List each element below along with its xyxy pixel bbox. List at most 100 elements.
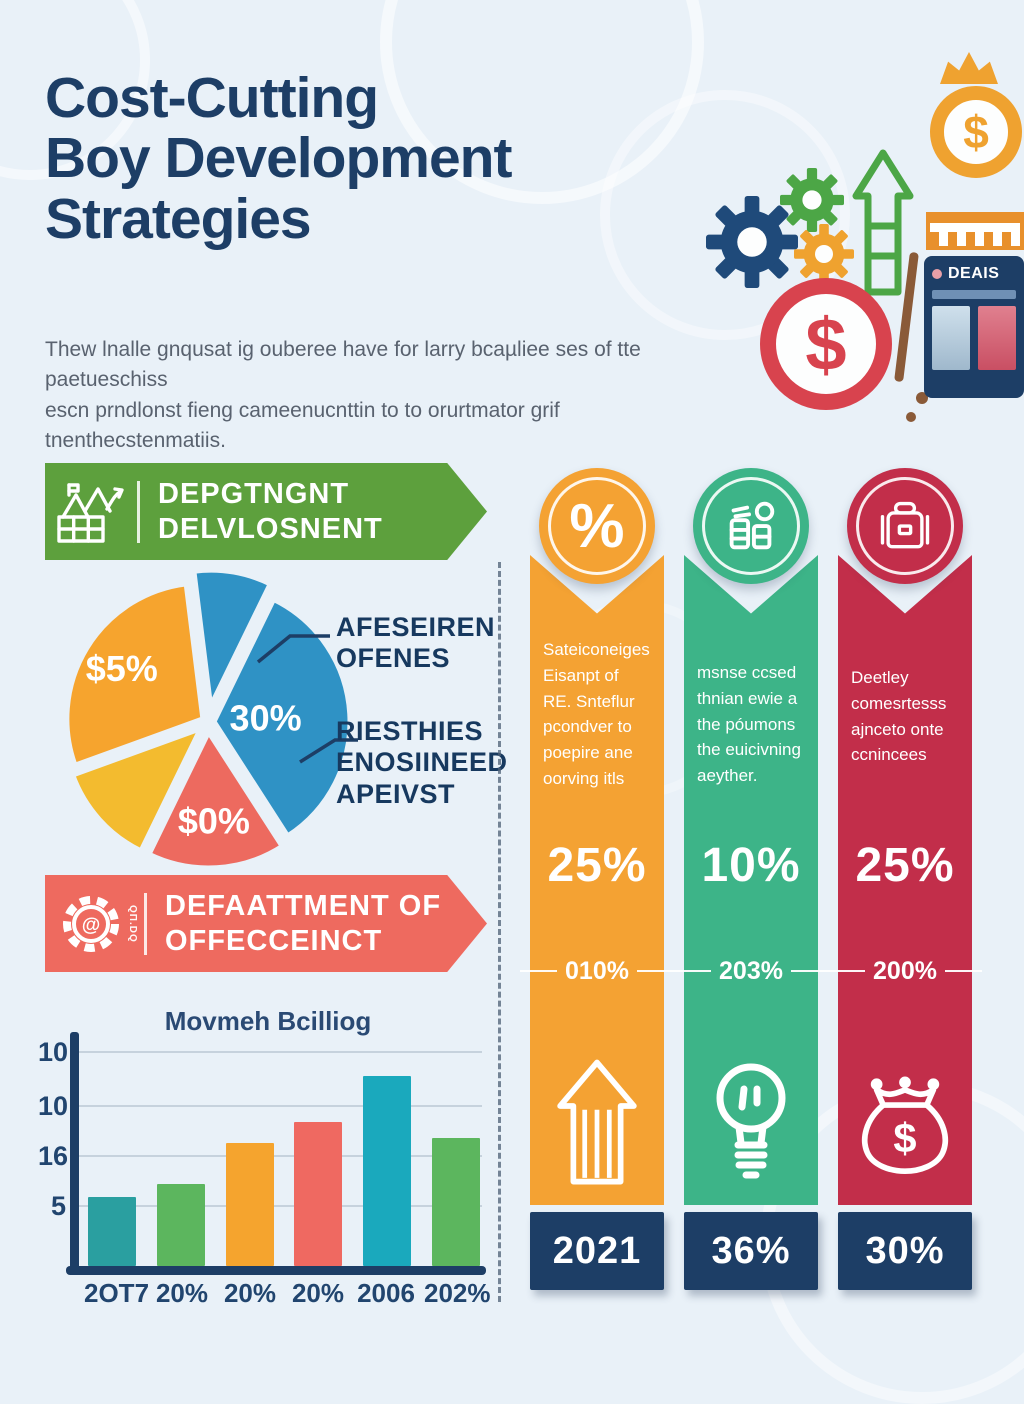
desc-line: RE. Snteflur (543, 691, 635, 711)
circle-ring (548, 477, 646, 575)
banner-development-line-1: DEPGTNGNT (158, 478, 350, 511)
pie-chart: $5% $0% 30% (64, 568, 353, 871)
svg-text:@: @ (82, 915, 101, 936)
divider-line (828, 970, 866, 972)
y-tick-label: 10 (38, 1037, 69, 1067)
page-subtitle: Thew lnalle gnqusat ig ouberee have for … (45, 335, 725, 457)
title-line-2: Boy Development (45, 126, 512, 191)
pie-slice (191, 568, 273, 709)
divider-line (674, 970, 712, 972)
pie-legend-2-line: APEIVST (336, 778, 456, 809)
money-bag-icon: $ (861, 1076, 949, 1175)
bar-chart-title: Movmeh Bcilliog (164, 1006, 372, 1036)
column-1-badge: 2021 (530, 1212, 664, 1290)
dollar-circle-icon: $ (760, 278, 892, 410)
pie-slice-label: $0% (178, 801, 250, 842)
money-bag-dollar-icon: $ (930, 86, 1022, 178)
bar (88, 1197, 136, 1266)
x-tick-label: 20% (155, 1278, 209, 1308)
desc-line: Deetley (851, 668, 909, 687)
pie-slice-label: $5% (86, 648, 158, 689)
desc-line: aeyther. (697, 766, 758, 786)
bars (88, 1036, 480, 1266)
column-2-badge: 36% (684, 1212, 818, 1290)
x-tick-label: 2006 (357, 1278, 415, 1308)
dashed-divider (498, 562, 501, 1302)
column-2-mid-value: 203% (719, 956, 783, 985)
card-window (932, 306, 970, 370)
pie-slice (70, 726, 204, 854)
pie-slice (64, 581, 206, 768)
section-banner-development: DEPGTNGNT DELVLOSNENT (45, 463, 487, 560)
desc-line: thnian ewie a (697, 688, 798, 708)
desc-line: Sateiconeiges (543, 640, 650, 659)
pie-slice (146, 729, 285, 871)
banner-development-line-2: DELVLOSNENT (158, 512, 383, 545)
column-3-big-value: 25% (855, 839, 955, 892)
pie-legend-2: RIESTHIES ENOSIINEED APEIVST (336, 716, 508, 810)
bar (431, 1138, 480, 1266)
x-tick-label: 2OT7 (84, 1278, 150, 1308)
x-axis-labels: 2OT7 20% 20% 20% 2006 202% (84, 1278, 491, 1309)
card-label: DEAIS (948, 265, 1000, 282)
y-tick-label: 10 (38, 1091, 69, 1121)
column-3-description: Deetley comesrtesss ajnceto onte ccnince… (851, 665, 964, 768)
bar (156, 1184, 205, 1266)
column-1-mid-divider: 010% (520, 956, 675, 986)
title-line-3: Strategies (45, 186, 312, 251)
divider-line (944, 970, 983, 972)
title-line-1: Cost-Cutting (45, 66, 379, 130)
page-title: Cost-Cutting Boy Development Strategies (45, 66, 685, 251)
desc-line: ccnincees (851, 745, 927, 765)
bar (294, 1121, 343, 1266)
bar (225, 1143, 274, 1266)
column-1-mid-value: 010% (565, 956, 629, 985)
x-axis (66, 1266, 486, 1275)
desc-line: comesrtesss (851, 693, 947, 713)
divider-line (520, 970, 558, 972)
pie-slice (211, 596, 353, 839)
x-tick-label: 20% (223, 1278, 277, 1308)
bar (363, 1075, 412, 1266)
column-1-description: Sateiconeiges Eisanpt of RE. Snteflur pc… (543, 637, 656, 792)
growth-arrow-icon (557, 1059, 637, 1185)
column-3-mid-divider: 200% (828, 956, 983, 986)
desc-line: msnse ccsed (697, 663, 797, 682)
desc-line: Eisanpt of (543, 665, 619, 685)
banner-efficiency-line-2: OFFECCEINCT (165, 924, 383, 957)
pie-slice-label: 30% (230, 698, 302, 739)
subtitle-line-2: escn prndlonst fieng cameenucnttin to to… (45, 398, 560, 453)
gear-icon (706, 196, 798, 288)
y-axis (70, 1032, 79, 1272)
column-1-big-value: 25% (547, 839, 647, 892)
decorative-icon-cluster: $ (690, 40, 1024, 422)
column-1-circle: % (539, 468, 655, 584)
x-tick-label: 20% (291, 1278, 345, 1308)
desc-line: poepire ane (543, 743, 633, 763)
desc-line: the póumons (697, 714, 796, 734)
stat-column-2: msnse ccsed thnian ewie a the póumons th… (684, 555, 818, 1205)
desc-line: ajnceto onte (851, 719, 944, 739)
y-tick-label: 16 (38, 1141, 69, 1171)
dollar-glyph: $ (893, 1114, 916, 1161)
banner-side-text: QΠ.DQ (127, 904, 138, 943)
banner-divider (137, 480, 140, 543)
column-2-circle (693, 468, 809, 584)
ruler-icon (926, 212, 1024, 250)
banner-divider (144, 892, 147, 955)
storefront-card: DEAIS (924, 256, 1024, 398)
desc-line: pcondver to (543, 717, 632, 737)
bar-chart: Movmeh Bcilliog 10 10 16 5 2OT7 20% 20% 20%… (38, 1006, 491, 1309)
y-tick-label: 5 (50, 1191, 66, 1221)
brush-dot (906, 412, 916, 422)
gear-icon (794, 224, 854, 284)
circle-ring (856, 477, 954, 575)
column-2-mid-divider: 203% (674, 956, 829, 986)
gridline (76, 1105, 482, 1107)
section-banner-efficiency: @ QΠ.DQ DEFAATTMENT OF OFFECCEINCT (45, 875, 487, 972)
pie-connector-lines (256, 634, 358, 764)
gridline (76, 1051, 482, 1053)
column-3-circle (847, 468, 963, 584)
ruler-teeth (930, 232, 1020, 246)
column-2-description: msnse ccsed thnian ewie a the póumons th… (697, 660, 810, 789)
